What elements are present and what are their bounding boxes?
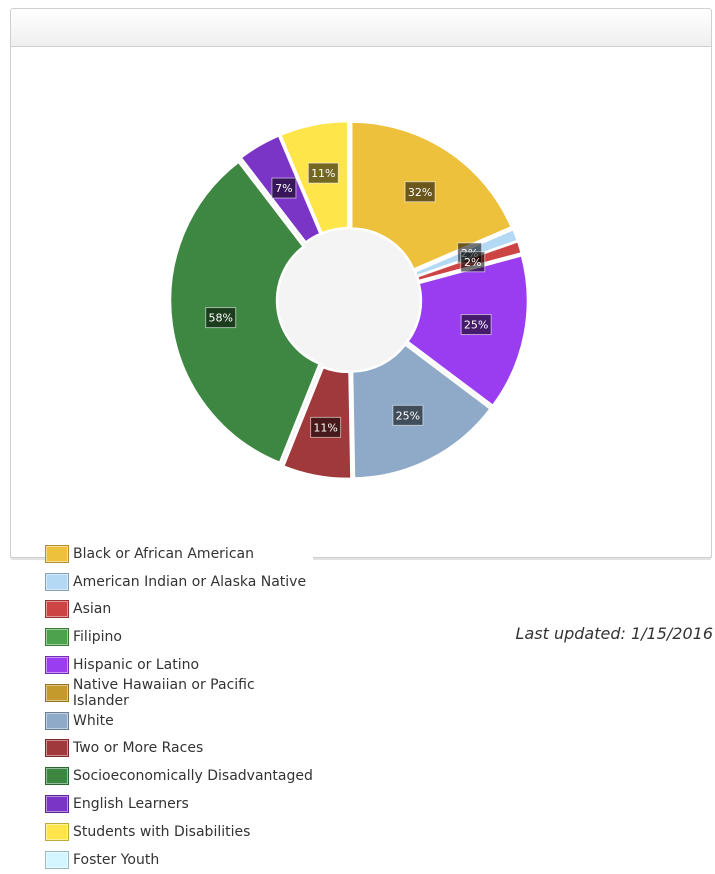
legend-label: Native Hawaiian or Pacific Islander [72, 676, 255, 709]
legend-label: Black or African American [73, 545, 254, 562]
data-label-10: 11% [307, 162, 339, 184]
legend-swatch [45, 739, 69, 758]
data-label-8: 58% [205, 307, 237, 329]
legend-label: White [73, 712, 114, 729]
legend-label: English Learners [73, 796, 189, 813]
legend-item-students-with-disabilities[interactable]: Students with Disabilities [45, 818, 313, 846]
legend-item-hispanic-or-latino[interactable]: Hispanic or Latino [45, 651, 313, 679]
legend-label: Filipino [73, 629, 122, 646]
donut-chart: 32%2%2%25%25%11%58%7%11% [168, 119, 530, 481]
legend-swatch [45, 795, 69, 814]
data-label-2: 2% [460, 251, 486, 273]
legend-item-black-or-african-american[interactable]: Black or African American [45, 540, 313, 568]
data-label-6: 25% [392, 404, 424, 426]
legend-swatch [45, 767, 69, 786]
legend-item-socioeconomically-disadvantaged[interactable]: Socioeconomically Disadvantaged [45, 762, 313, 790]
legend-label: Asian [73, 601, 112, 618]
legend-label: Hispanic or Latino [73, 657, 200, 674]
legend-swatch [45, 683, 69, 702]
legend-item-native-hawaiian-or-pacific-islander[interactable]: Native Hawaiian or Pacific Islander [45, 676, 313, 709]
data-label-text: 11% [311, 167, 335, 180]
data-label-0: 32% [404, 181, 436, 203]
slice-socioeconomically-disadvantaged[interactable] [168, 159, 322, 465]
legend-label: Students with Disabilities [73, 823, 251, 840]
chart-legend: Black or African American American Indian… [45, 540, 313, 874]
legend-item-american-indian-or-alaska-native[interactable]: American Indian or Alaska Native [45, 568, 313, 596]
legend-label: American Indian or Alaska Native [73, 573, 307, 590]
legend-label: Two or More Races [73, 740, 204, 757]
data-label-text: 58% [208, 312, 232, 325]
legend-swatch [45, 850, 69, 869]
data-label-box [310, 416, 342, 438]
legend-swatch [45, 600, 69, 619]
data-label-7: 11% [310, 416, 342, 438]
data-label-text: 25% [464, 319, 488, 332]
data-label-box [460, 314, 492, 336]
panel-header [11, 9, 711, 47]
legend-swatch [45, 628, 69, 647]
last-updated-text: Last updated: 1/15/2016 [515, 624, 713, 643]
legend-label: Foster Youth [73, 851, 160, 868]
legend-item-asian[interactable]: Asian [45, 596, 313, 624]
legend-item-two-or-more-races[interactable]: Two or More Races [45, 735, 313, 763]
legend-swatch [45, 656, 69, 675]
legend-label: Socioeconomically Disadvantaged [73, 768, 313, 785]
data-label-box [404, 181, 436, 203]
data-label-text: 2% [464, 256, 481, 269]
legend-item-white[interactable]: White [45, 707, 313, 735]
legend-item-english-learners[interactable]: English Learners [45, 790, 313, 818]
legend-swatch [45, 711, 69, 730]
data-label-text: 32% [408, 186, 432, 199]
legend-swatch [45, 822, 69, 841]
data-label-box [205, 307, 237, 329]
data-label-text: 7% [275, 182, 292, 195]
legend-item-foster-youth[interactable]: Foster Youth [45, 846, 313, 874]
data-label-9: 7% [271, 177, 297, 199]
legend-item-filipino[interactable]: Filipino [45, 623, 313, 651]
legend-swatch [45, 544, 69, 563]
data-label-box [307, 162, 339, 184]
data-label-box [460, 251, 486, 273]
data-label-box [392, 404, 424, 426]
legend-swatch [45, 572, 69, 591]
data-label-text: 11% [313, 421, 337, 434]
data-label-box [271, 177, 297, 199]
data-label-text: 25% [396, 409, 420, 422]
data-label-4: 25% [460, 314, 492, 336]
